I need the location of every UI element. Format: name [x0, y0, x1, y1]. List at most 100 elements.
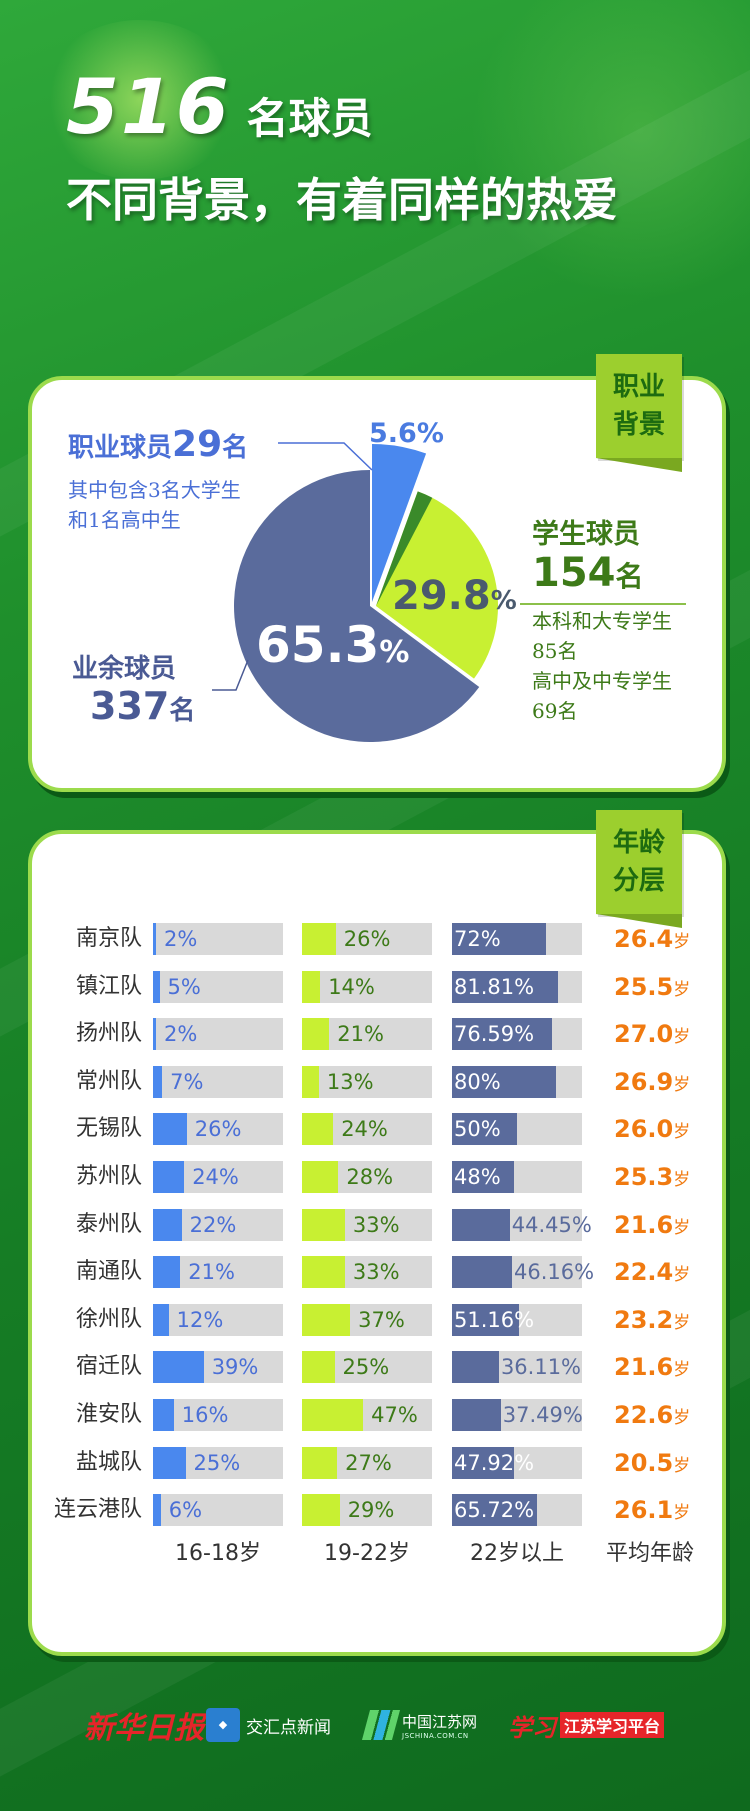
bar-label-v22plus: 50% [454, 1117, 501, 1142]
bar-track [302, 1208, 432, 1241]
pie-slice-pro [372, 444, 427, 602]
bar-fill-v16_18 [153, 1113, 187, 1146]
column-label-average-age: 平均年龄 [605, 1541, 694, 1566]
pro-players-label: 职业球员29名 [68, 424, 248, 465]
average-age-unit: 岁 [673, 979, 691, 1000]
average-age-unit: 岁 [673, 1027, 691, 1048]
average-age-value: 22.6 [614, 1401, 674, 1429]
bar-fill-v22plus [452, 1494, 538, 1527]
bar-label-v22plus: 37.49% [502, 1403, 583, 1427]
average-age-unit: 岁 [673, 1408, 691, 1428]
pro-note-line: 其中包含3名大学生 [68, 478, 241, 502]
headline-unit: 名球员 [246, 94, 373, 143]
bar-fill-v19_22 [302, 970, 321, 1003]
bar-fill-v19_22 [302, 1303, 351, 1336]
student-note-line: 本科和大专学生 [532, 609, 672, 633]
bar-track [153, 1256, 283, 1289]
bar-label-v19_22: 21% [337, 1022, 384, 1047]
bar-label-v22plus: 47.92% [454, 1450, 535, 1475]
bar-fill-v19_22 [302, 1256, 345, 1289]
team-name: 南通队 [75, 1259, 142, 1285]
average-age: 25.5岁 [614, 970, 690, 1007]
bar-fill-v16_18 [153, 1256, 181, 1289]
average-age: 20.5岁 [614, 1446, 690, 1483]
bar-track [302, 1399, 432, 1431]
tag-line: 年龄 [612, 828, 665, 858]
average-age-value: 21.6 [614, 1210, 674, 1239]
bar-fill-v22plus [452, 1018, 552, 1051]
student-divider [520, 603, 686, 605]
bar-fill-v16_18 [153, 970, 160, 1003]
bar-track [153, 1208, 283, 1241]
average-age-unit: 岁 [673, 1312, 691, 1333]
bar-label-v19_22: 33% [352, 1212, 400, 1237]
bar-fill-v16_18 [153, 923, 156, 955]
jschina-icon [361, 1710, 401, 1740]
bar-label-v16_18: 24% [192, 1165, 239, 1189]
bar-track [452, 1065, 582, 1098]
average-age-unit: 岁 [673, 1217, 691, 1238]
team-name: 扬州队 [75, 1021, 142, 1047]
bar-label-v19_22: 33% [352, 1260, 400, 1285]
bar-fill-v22plus [452, 1161, 515, 1193]
pro-players-unit: 名 [222, 433, 249, 463]
team-name: 淮安队 [75, 1402, 142, 1427]
bar-track [302, 1494, 432, 1527]
bar-fill-v16_18 [153, 1018, 156, 1051]
bar-label-v16_18: 12% [176, 1307, 224, 1332]
bar-label-v16_18: 25% [193, 1450, 241, 1475]
bar-track [452, 1351, 582, 1384]
bar-fill-v22plus [452, 1208, 510, 1241]
bar-fill-v16_18 [153, 1399, 174, 1431]
bar-fill-v16_18 [153, 1303, 169, 1336]
student-note-line: 69名 [532, 699, 578, 723]
bar-track [153, 1303, 283, 1336]
average-age-unit: 岁 [673, 932, 691, 952]
jschina-name: 中国江苏网 [402, 1712, 478, 1731]
bar-label-v19_22: 37% [358, 1307, 405, 1332]
average-age: 26.9岁 [614, 1065, 690, 1102]
student-percent: 29.8% [392, 573, 517, 619]
average-age-value: 23.2 [614, 1305, 674, 1334]
bar-fill-v16_18 [153, 1208, 182, 1241]
bar-label-v16_18: 7% [170, 1069, 204, 1094]
bar-label-v22plus: 65.72% [454, 1498, 535, 1523]
bar-label-v22plus: 80% [454, 1069, 501, 1094]
average-age: 25.3岁 [614, 1160, 690, 1197]
bar-fill-v16_18 [153, 1494, 161, 1527]
column-label-22-plus: 22岁以上 [470, 1541, 564, 1566]
bar-label-v16_18: 16% [181, 1403, 229, 1427]
bar-fill-v22plus [452, 1065, 556, 1098]
bar-fill-v19_22 [302, 1161, 339, 1193]
pie-slice-amateur [234, 470, 480, 742]
bar-label-v19_22: 13% [326, 1069, 374, 1094]
bar-track [302, 1161, 432, 1193]
bar-label-v22plus: 81.81% [454, 974, 535, 999]
average-age-value: 25.3 [614, 1163, 674, 1191]
bar-label-v16_18: 2% [164, 1022, 198, 1047]
team-name: 连云港队 [53, 1497, 142, 1523]
amateur-percent: 65.3% [256, 616, 409, 674]
bar-track [452, 1399, 582, 1431]
bar-label-v19_22: 27% [345, 1450, 392, 1475]
team-name: 泰州队 [75, 1211, 142, 1237]
column-label-19-22: 19-22岁 [324, 1541, 410, 1566]
bar-track [302, 970, 432, 1003]
bar-track [452, 1208, 582, 1241]
pro-leader-line [278, 442, 373, 471]
bar-label-v19_22: 26% [343, 927, 391, 951]
player-total: 516 [66, 62, 231, 151]
bar-label-v19_22: 29% [347, 1498, 395, 1523]
bar-track [452, 1113, 582, 1146]
pie-slice-student-edge [376, 491, 433, 606]
bar-fill-v19_22 [302, 1494, 340, 1527]
bar-track [452, 923, 582, 955]
bar-label-v19_22: 24% [341, 1117, 388, 1142]
average-age: 26.1岁 [614, 1493, 690, 1530]
average-age: 23.2岁 [614, 1303, 690, 1340]
bar-label-v22plus: 76.59% [454, 1022, 535, 1047]
bar-label-v16_18: 6% [168, 1498, 203, 1523]
bar-fill-v22plus [452, 923, 546, 955]
average-age-value: 21.6 [614, 1353, 674, 1382]
bar-label-v22plus: 36.11% [500, 1355, 582, 1380]
